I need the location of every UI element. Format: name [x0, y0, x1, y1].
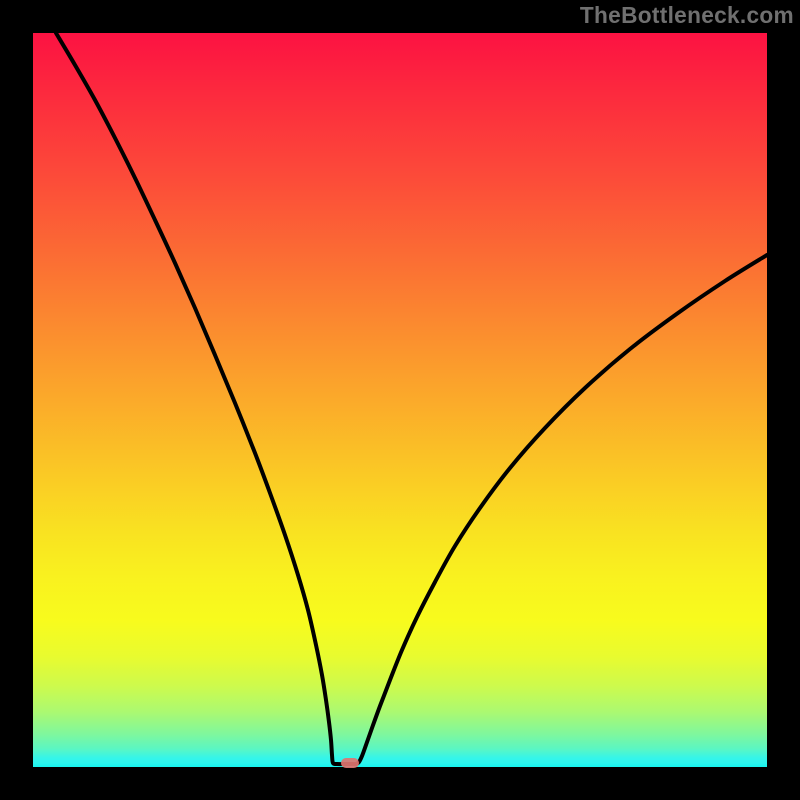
chart-canvas: TheBottleneck.com: [0, 0, 800, 800]
watermark-text: TheBottleneck.com: [580, 2, 794, 29]
bottleneck-chart-svg: [0, 0, 800, 800]
vertex-marker: [341, 758, 359, 768]
